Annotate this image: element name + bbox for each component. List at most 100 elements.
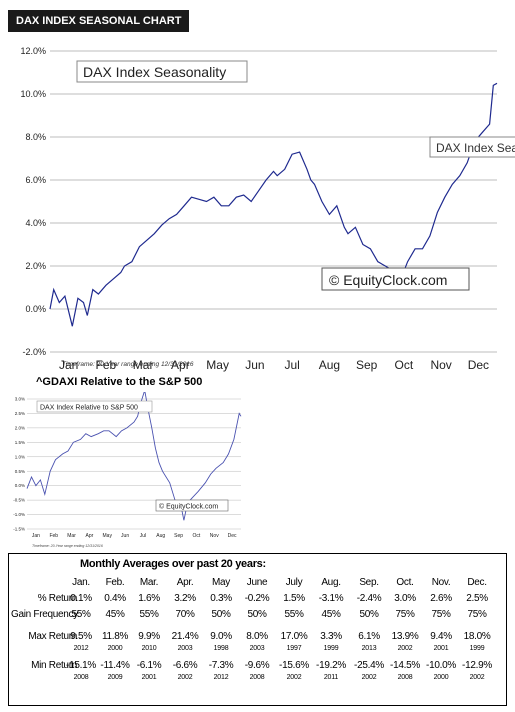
table-cell: 2.5%	[466, 593, 488, 604]
y-tick-label: 0.0%	[25, 304, 46, 314]
x-tick-label: Dec	[228, 533, 237, 539]
y-tick-label: -2.0%	[22, 347, 46, 357]
x-tick-label: Feb	[96, 358, 117, 372]
table-cell: -6.1%	[136, 660, 162, 671]
x-tick-label: Mar	[133, 358, 154, 372]
table-cell-year: 2002	[177, 674, 193, 681]
table-cell-year: 1999	[469, 645, 485, 652]
y-tick-label: 1.5%	[15, 440, 25, 445]
x-tick-label: Jul	[140, 533, 146, 539]
relative-watermark: © EquityClock.com	[155, 499, 229, 512]
column-header: Sep.	[359, 577, 379, 588]
plot-area	[50, 44, 497, 354]
table-cell-year: 2002	[361, 674, 377, 681]
table-cell-year: 1998	[213, 645, 229, 652]
table-cell: 45%	[321, 609, 341, 620]
series-line	[49, 82, 498, 327]
table-cell: -14.5%	[390, 660, 420, 671]
column-header: Mar.	[139, 577, 159, 588]
table-cell: 8.0%	[246, 631, 268, 642]
column-header: Dec.	[467, 577, 487, 588]
y-tick-label: 4.0%	[25, 218, 46, 228]
x-tick-label: Feb	[49, 533, 58, 539]
x-tick-label: Nov	[210, 533, 219, 539]
table-cell: -15.1%	[66, 660, 96, 671]
table-cell-year: 2008	[73, 674, 89, 681]
table-cell: 1.5%	[283, 593, 305, 604]
column-header: Jan.	[72, 577, 90, 588]
table-cell: 2.6%	[430, 593, 452, 604]
relative-chart-label: DAX Index Relative to S&P 500	[40, 405, 138, 412]
x-tick-label: Apr	[86, 533, 94, 539]
table-cell: 1.6%	[138, 593, 160, 604]
table-cell: 6.1%	[358, 631, 380, 642]
relative-chart: 3.0% 2.5% 2.0% 1.5% 1.0% 0.5% 0.0% -0.5% -1.0% -1…	[13, 392, 242, 548]
table-cell: 13.9%	[391, 631, 419, 642]
x-tick-label: May	[103, 533, 113, 539]
x-tick-label: Sep	[174, 533, 183, 539]
table-cell-year: 2013	[361, 645, 377, 652]
table-cell: 11.8%	[101, 631, 129, 642]
table-cell: -25.4%	[354, 660, 384, 671]
table-cell-year: 2011	[323, 674, 339, 681]
table-cell: 50%	[211, 609, 231, 620]
table-cell-year: 2012	[213, 674, 229, 681]
x-tick-label: Jul	[284, 358, 299, 372]
table-cell: 0.4%	[104, 593, 126, 604]
x-tick-label: Oct	[193, 533, 201, 539]
row-label: Min Return	[31, 660, 77, 671]
table-cell: 75%	[395, 609, 415, 620]
column-header: Feb.	[105, 577, 125, 588]
table-cell: 0.3%	[210, 593, 232, 604]
seasonality-chart: 12.0% 10.0% 8.0% 6.0% 4.0% 2.0% 0.0% -2.0% Jan F…	[20, 44, 515, 372]
y-tick-label: 2.0%	[15, 425, 25, 430]
hover-tooltip: DAX Index Seas	[429, 136, 515, 158]
relative-chart-label-box: DAX Index Relative to S&P 500	[36, 400, 153, 413]
relative-footnote: Timeframe: 20-Year range ending 12/31/20…	[32, 544, 103, 548]
y-tick-label: 2.5%	[15, 411, 25, 416]
table-cell-year: 2002	[286, 674, 302, 681]
table-cell: -15.6%	[279, 660, 309, 671]
table-cell: -7.3%	[208, 660, 234, 671]
table-cell-year: 1999	[323, 645, 339, 652]
table-cell-year: 2000	[107, 645, 123, 652]
table-cell: 55%	[139, 609, 159, 620]
y-tick-label: 3.0%	[15, 397, 25, 402]
y-tick-label: 6.0%	[25, 175, 46, 185]
table-cell: 50%	[359, 609, 379, 620]
x-tick-label: Aug	[319, 358, 340, 372]
table-cell: 9.9%	[138, 631, 160, 642]
table-cell-year: 2003	[177, 645, 193, 652]
table-cell: -19.2%	[316, 660, 346, 671]
x-tick-label: Jan	[32, 533, 40, 539]
table-cell: -0.2%	[244, 593, 270, 604]
row-label: Gain Frequency	[11, 609, 78, 620]
y-tick-label: 8.0%	[25, 132, 46, 142]
table-cell-year: 2012	[73, 645, 89, 652]
column-header: Nov.	[431, 577, 451, 588]
table-cell: 3.2%	[174, 593, 196, 604]
column-header: July	[285, 577, 303, 588]
table-cell-year: 2002	[469, 674, 485, 681]
x-tick-label: Oct	[395, 358, 414, 372]
page-title: DAX INDEX SEASONAL CHART	[8, 10, 190, 32]
column-header: Apr.	[176, 577, 194, 588]
table-cell: 9.0%	[210, 631, 232, 642]
x-tick-label: Nov	[430, 358, 451, 372]
x-tick-label: Mar	[67, 533, 76, 539]
table-cell: -3.1%	[318, 593, 344, 604]
y-tick-label: 10.0%	[20, 89, 46, 99]
table-cell-year: 2001	[433, 645, 449, 652]
table-cell-year: 2000	[433, 674, 449, 681]
table-cell: 3.3%	[320, 631, 342, 642]
table-cell: -2.4%	[356, 593, 382, 604]
table-cell-year: 2008	[397, 674, 413, 681]
x-tick-label: May	[206, 358, 229, 372]
table-cell: -12.9%	[462, 660, 492, 671]
y-tick-label: -0.5%	[13, 498, 25, 503]
y-tick-label: -1.5%	[13, 527, 25, 532]
table-cell: 17.0%	[280, 631, 308, 642]
table-cell: 45%	[105, 609, 125, 620]
table-cell: 9.4%	[430, 631, 452, 642]
x-tick-label: Apr	[171, 358, 190, 372]
